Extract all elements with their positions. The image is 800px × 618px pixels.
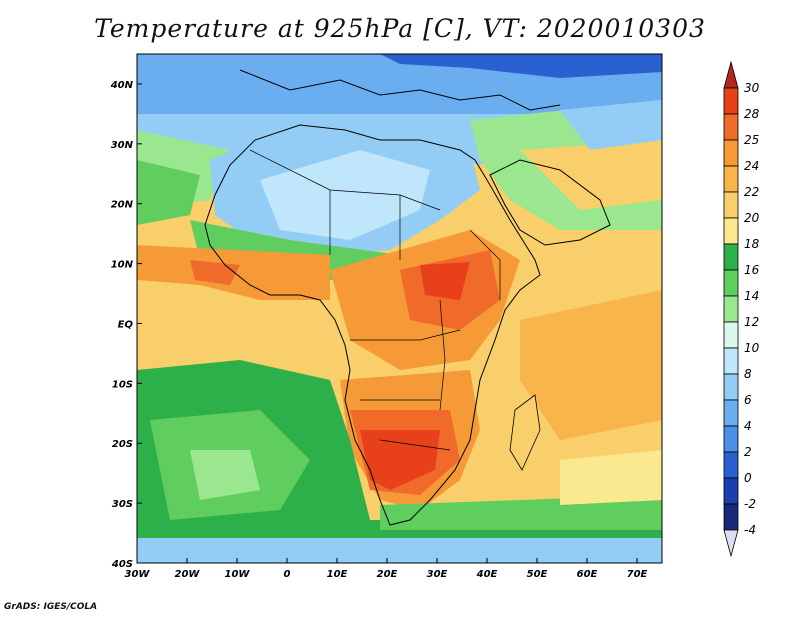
lat-tick-label: 20S bbox=[112, 439, 133, 450]
colorbar-swatch bbox=[723, 113, 739, 141]
lat-tick-label: EQ bbox=[118, 319, 134, 330]
lon-tick-label: 30E bbox=[427, 569, 448, 580]
colorbar-swatch bbox=[723, 399, 739, 427]
lat-tick-label: 40N bbox=[110, 80, 134, 91]
colorbar-swatch bbox=[723, 217, 739, 245]
lat-tick-label: 30N bbox=[111, 140, 134, 151]
temperature-field bbox=[137, 54, 662, 563]
colorbar-swatch bbox=[723, 243, 739, 271]
lon-tick-label: 40E bbox=[476, 569, 498, 580]
colorbar-label: 24 bbox=[744, 159, 759, 173]
colorbar-swatch bbox=[723, 139, 739, 167]
lon-tick-label: 10W bbox=[225, 569, 251, 580]
colorbar-label: 4 bbox=[744, 419, 752, 433]
colorbar-label: -2 bbox=[744, 497, 756, 511]
colorbar-label: 30 bbox=[744, 81, 760, 95]
lon-tick-label: 20W bbox=[175, 569, 201, 580]
lat-tick-label: 10N bbox=[111, 260, 134, 271]
longitude-axis: 30W 20W 10W 0 10E 20E 30E 40E 50E 60E 70E bbox=[125, 558, 648, 580]
colorbar-swatch bbox=[723, 529, 739, 558]
colorbar-label: 14 bbox=[744, 289, 759, 303]
colorbar-swatch bbox=[723, 425, 739, 453]
colorbar-label: 20 bbox=[744, 211, 760, 225]
lat-tick-label: 10S bbox=[112, 379, 133, 390]
lon-tick-label: 10E bbox=[327, 569, 348, 580]
colorbar-swatch bbox=[723, 165, 739, 193]
colorbar-label: 6 bbox=[744, 393, 752, 407]
colorbar-swatch bbox=[723, 477, 739, 505]
colorbar-label: 25 bbox=[744, 133, 759, 147]
colorbar-swatch bbox=[723, 373, 739, 401]
colorbar-swatch bbox=[723, 87, 739, 115]
colorbar-label: 12 bbox=[744, 315, 759, 329]
lat-tick-label: 30S bbox=[112, 499, 133, 510]
lon-tick-label: 20E bbox=[377, 569, 398, 580]
latitude-axis: 40N 30N 20N 10N EQ 10S 20S 30S 40S bbox=[110, 80, 142, 570]
colorbar-swatch bbox=[723, 191, 739, 219]
lon-tick-label: 30W bbox=[125, 569, 151, 580]
colorbar-swatch bbox=[723, 503, 739, 531]
colorbar-label: 2 bbox=[744, 445, 752, 459]
africa-coastline bbox=[204, 124, 541, 526]
colorbar-swatch bbox=[723, 347, 739, 375]
colorbar-swatch bbox=[723, 321, 739, 349]
colorbar-label: 22 bbox=[744, 185, 759, 199]
colorbar-swatch bbox=[723, 295, 739, 323]
colorbar-swatch bbox=[723, 269, 739, 297]
lon-tick-label: 0 bbox=[284, 569, 291, 580]
lat-tick-label: 40S bbox=[111, 559, 133, 570]
lon-tick-label: 50E bbox=[527, 569, 548, 580]
lon-tick-label: 60E bbox=[577, 569, 598, 580]
map-title: Temperature at 925hPa [C], VT: 202001030… bbox=[94, 14, 706, 43]
colorbar-label: 16 bbox=[744, 263, 760, 277]
colorbar-label: -4 bbox=[744, 523, 756, 537]
colorbar-label: 28 bbox=[744, 107, 760, 121]
colorbar-label: 18 bbox=[744, 237, 760, 251]
plot-frame bbox=[136, 53, 663, 564]
colorbar-label: 0 bbox=[744, 471, 752, 485]
credit-text: GrADS: IGES/COLA bbox=[4, 602, 98, 612]
lat-tick-label: 20N bbox=[111, 200, 134, 211]
colorbar-label: 8 bbox=[744, 367, 752, 381]
colorbar-swatch bbox=[723, 60, 739, 89]
colorbar-label: 10 bbox=[744, 341, 760, 355]
lon-tick-label: 70E bbox=[627, 569, 648, 580]
colorbar-swatch bbox=[723, 451, 739, 479]
